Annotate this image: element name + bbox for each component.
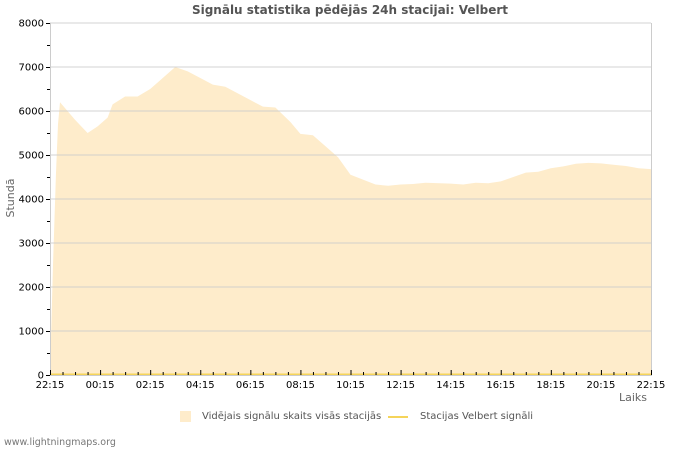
x-tick-label: 18:15 [536, 380, 565, 391]
legend-item-average: Vidējais signālu skaits visās stacijās [180, 411, 381, 422]
area-series-average-signals [50, 67, 651, 375]
y-axis-title: Stundā [4, 179, 17, 218]
x-tick-label: 02:15 [136, 380, 165, 391]
area-swatch-icon [180, 411, 191, 422]
y-tick-label: 4000 [19, 195, 44, 206]
x-tick-label: 08:15 [286, 380, 315, 391]
y-tick-label: 5000 [19, 151, 44, 162]
legend: Vidējais signālu skaits visās stacijās S… [0, 411, 700, 427]
y-tick-label: 0 [38, 371, 44, 382]
x-tick-label: 12:15 [386, 380, 415, 391]
footer-source: www.lightningmaps.org [4, 437, 116, 448]
x-tick-label: 22:15 [637, 380, 666, 391]
x-tick-label: 10:15 [336, 380, 365, 391]
x-tick-label: 20:15 [587, 380, 616, 391]
y-tick-label: 3000 [19, 239, 44, 250]
y-tick-label: 7000 [19, 63, 44, 74]
x-tick-label: 16:15 [486, 380, 515, 391]
y-tick-label: 1000 [19, 327, 44, 338]
legend-label-station: Stacijas Velbert signāli [420, 411, 534, 422]
x-tick-label: 14:15 [436, 380, 465, 391]
x-tick-label: 04:15 [186, 380, 215, 391]
y-tick-label: 8000 [19, 19, 44, 30]
legend-item-station: Stacijas Velbert signāli [388, 411, 533, 422]
axes [50, 22, 652, 376]
x-axis-title: Laiks [619, 391, 647, 404]
x-tick-label: 06:15 [236, 380, 265, 391]
line-swatch-icon [388, 415, 408, 418]
x-axis-ticks: 22:15 00:15 02:15 04:15 06:15 08:15 10:15 12:15… [36, 370, 666, 391]
y-axis-ticks: 0 1000 2000 3000 4000 5000 6000 7000 8000 [19, 19, 50, 382]
x-tick-label: 22:15 [36, 380, 65, 391]
y-tick-label: 6000 [19, 107, 44, 118]
legend-label-average: Vidējais signālu skaits visās stacijās [202, 411, 382, 422]
y-tick-label: 2000 [19, 283, 44, 294]
chart-title: Signālu statistika pēdējās 24h stacijai:… [191, 3, 509, 17]
x-tick-label: 00:15 [86, 380, 115, 391]
